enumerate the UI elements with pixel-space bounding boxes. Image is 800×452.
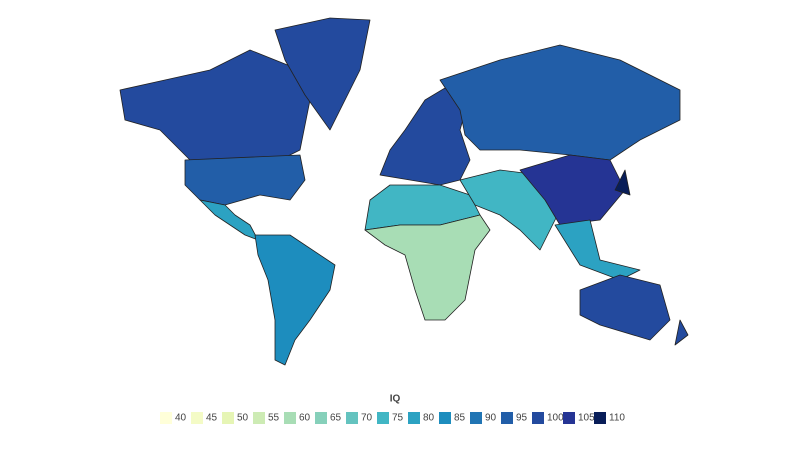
sub-saharan-africa bbox=[364, 214, 491, 321]
new-zealand bbox=[674, 319, 689, 346]
legend-swatch bbox=[594, 412, 606, 424]
china bbox=[519, 154, 626, 226]
legend-swatch bbox=[284, 412, 296, 424]
legend-swatch bbox=[346, 412, 358, 424]
legend-swatch bbox=[191, 412, 203, 424]
usa bbox=[184, 154, 306, 206]
japan bbox=[614, 169, 631, 196]
legend-label: 100 bbox=[547, 413, 564, 424]
legend-label: 110 bbox=[609, 413, 625, 424]
legend-label: 105 bbox=[578, 413, 595, 424]
central-america bbox=[199, 199, 259, 241]
legend-swatch bbox=[160, 412, 172, 424]
legend-label: 55 bbox=[268, 413, 280, 424]
australia bbox=[579, 274, 671, 341]
legend-swatch bbox=[408, 412, 420, 424]
legend-label: 75 bbox=[392, 413, 404, 424]
legend-swatch bbox=[222, 412, 234, 424]
greenland bbox=[274, 17, 371, 131]
legend-title: IQ bbox=[390, 394, 401, 405]
legend-swatch bbox=[563, 412, 575, 424]
legend-swatch bbox=[501, 412, 513, 424]
legend-swatch bbox=[315, 412, 327, 424]
countries bbox=[119, 17, 689, 366]
southeast-asia bbox=[554, 219, 641, 281]
legend-label: 40 bbox=[175, 413, 187, 424]
middle-east-south-asia bbox=[459, 169, 561, 251]
legend-label: 65 bbox=[330, 413, 342, 424]
legend-swatch bbox=[532, 412, 544, 424]
legend-swatch bbox=[377, 412, 389, 424]
legend-label: 85 bbox=[454, 413, 466, 424]
legend-swatch bbox=[470, 412, 482, 424]
russia bbox=[439, 44, 681, 161]
legend: IQ 40 45 50 55 60 65 70 75 80 85 90 95 100 105 110 bbox=[160, 394, 625, 424]
legend-label: 95 bbox=[516, 413, 528, 424]
legend-label: 50 bbox=[237, 413, 249, 424]
south-america bbox=[254, 234, 336, 366]
legend-swatch bbox=[253, 412, 265, 424]
legend-label: 45 bbox=[206, 413, 218, 424]
canada-alaska bbox=[119, 49, 311, 166]
legend-label: 80 bbox=[423, 413, 435, 424]
legend-label: 60 bbox=[299, 413, 311, 424]
legend-swatch bbox=[439, 412, 451, 424]
legend-label: 70 bbox=[361, 413, 373, 424]
legend-label: 90 bbox=[485, 413, 497, 424]
